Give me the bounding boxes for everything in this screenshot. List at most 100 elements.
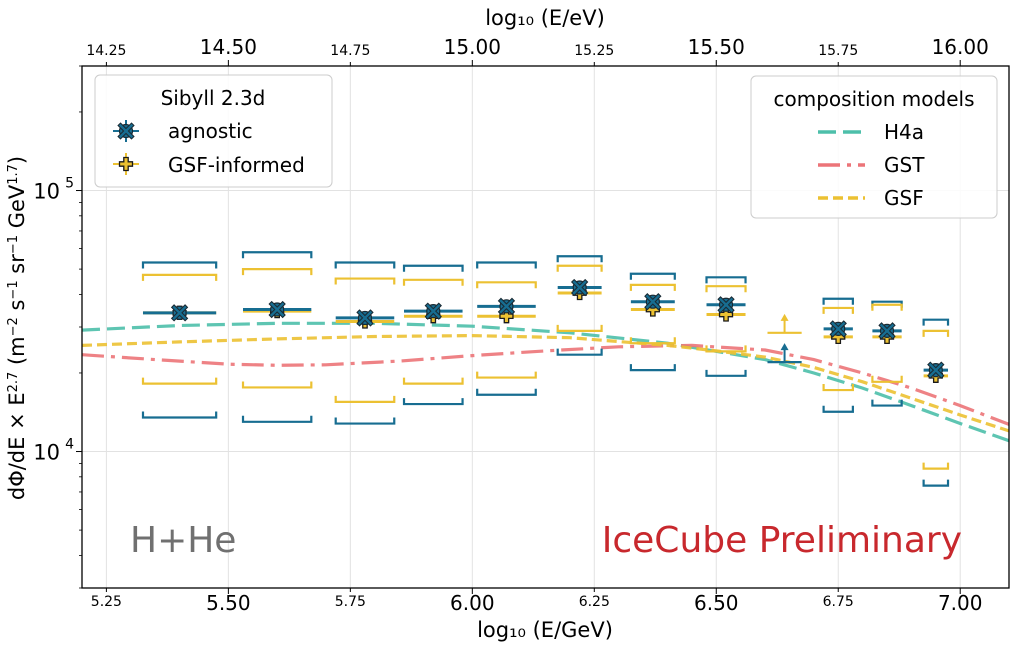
band-lower-bracket xyxy=(141,377,218,385)
y-label-text: (m xyxy=(5,336,29,371)
band-lower-bracket xyxy=(334,417,396,425)
x2-tick-label: 15.50 xyxy=(688,35,745,59)
band-upper-bracket xyxy=(871,303,903,311)
y-tick-exponent: 4 xyxy=(65,437,74,453)
y-label-text: s xyxy=(5,300,29,318)
legend-agnostic-marker xyxy=(113,120,139,142)
x2-tick-label: 15.25 xyxy=(574,43,614,59)
band-lower-bracket xyxy=(871,375,903,383)
legend-agnostic-label: agnostic xyxy=(168,119,253,143)
x2-tick-label: 14.75 xyxy=(330,43,370,59)
y-label-superscript: 1.7 xyxy=(6,164,21,185)
band-upper-bracket xyxy=(476,281,537,289)
bottom-axis-label: log₁₀ (E/GeV) xyxy=(477,618,613,642)
legend-agnostic-cross xyxy=(118,123,134,139)
x2-tick-label: 16.00 xyxy=(932,35,989,59)
axis-ticks: 5.50 6.00 6.50 7.00 5.25 5.75 6.25 6.75 14.50 15.… xyxy=(33,35,989,615)
band-upper-bracket xyxy=(241,267,313,276)
x2-tick-label: 14.25 xyxy=(86,43,126,59)
legend-gsf-informed-label: GSF-informed xyxy=(168,153,305,177)
band-lower-bracket xyxy=(241,381,313,389)
band-lower-bracket xyxy=(705,369,747,377)
x2-tick-label: 15.00 xyxy=(444,35,501,59)
band-lower-bracket xyxy=(556,348,603,356)
legend-gsf-label: GSF xyxy=(884,186,924,210)
agnostic-marker-cross xyxy=(928,362,944,378)
annotation-icecube-preliminary: IceCube Preliminary xyxy=(602,520,962,561)
band-upper-bracket xyxy=(922,318,950,326)
agnostic-marker-cross xyxy=(269,302,285,317)
legend-model-title: Sibyll 2.3d xyxy=(161,86,266,110)
y-label-text: sr xyxy=(5,254,29,281)
legend-h4a-label: H4a xyxy=(884,120,924,144)
x2-tick-label: 14.50 xyxy=(200,35,257,59)
band-lower-bracket xyxy=(476,371,537,379)
agnostic-marker-cross xyxy=(357,310,373,326)
data-points xyxy=(141,251,950,487)
band-lower-bracket xyxy=(556,324,603,332)
y-label-superscript: −1 xyxy=(6,235,21,254)
agnostic-marker-cross xyxy=(572,280,587,295)
x-tick-label: 5.50 xyxy=(206,591,251,615)
y-label-text: GeV xyxy=(5,184,29,235)
x-tick-label: 6.25 xyxy=(579,594,610,610)
y-tick-label: 10 xyxy=(33,441,60,465)
y-label-text: ) xyxy=(5,156,29,164)
band-lower-bracket xyxy=(402,377,464,385)
x-tick-label: 6.00 xyxy=(450,591,495,615)
band-upper-bracket xyxy=(629,283,676,291)
band-upper-bracket xyxy=(922,329,950,337)
x-tick-label: 5.25 xyxy=(91,594,122,610)
x-tick-label: 7.00 xyxy=(938,591,983,615)
y-label-superscript: 2.7 xyxy=(6,372,21,393)
band-lower-bracket xyxy=(822,405,854,413)
band-upper-bracket xyxy=(705,285,747,293)
legend-gsf-informed xyxy=(118,156,134,172)
band-lower-bracket xyxy=(629,364,676,372)
agnostic-marker-cross xyxy=(172,305,187,321)
legend-composition-title: composition models xyxy=(774,87,975,111)
band-upper-bracket xyxy=(402,264,464,272)
model-line-gsf xyxy=(82,333,1009,433)
y-axis-label: dΦ/dE × E2.7 (m−2 s−1 sr−1 GeV1.7) xyxy=(5,156,29,500)
top-axis-label: log₁₀ (E/eV) xyxy=(485,6,605,30)
legend-gst-label: GST xyxy=(884,153,925,177)
upper-limit-arrow xyxy=(780,313,789,321)
band-upper-bracket xyxy=(334,277,396,285)
legend-composition-box xyxy=(750,75,998,219)
agnostic-marker-cross xyxy=(879,323,895,339)
band-upper-bracket xyxy=(629,272,676,280)
y-tick-exponent: 5 xyxy=(65,176,74,192)
band-upper-bracket xyxy=(141,261,218,269)
legend-composition: composition models H4a GST GSF xyxy=(750,75,998,219)
x-tick-label: 6.75 xyxy=(823,594,854,610)
band-lower-bracket xyxy=(402,398,464,406)
legend-model: Sibyll 2.3d agnostic GSF-informed xyxy=(94,74,333,188)
x2-tick-label: 15.75 xyxy=(818,43,858,59)
band-lower-bracket xyxy=(241,415,313,423)
agnostic-marker-cross xyxy=(645,294,661,309)
band-lower-bracket xyxy=(141,411,218,419)
band-lower-bracket xyxy=(871,399,903,407)
band-upper-bracket xyxy=(334,261,396,269)
band-upper-bracket xyxy=(556,264,603,272)
model-line-gst xyxy=(82,343,1009,426)
x-tick-label: 5.75 xyxy=(335,594,366,610)
y-label-text: dΦ/dE × E xyxy=(5,392,29,500)
band-upper-bracket xyxy=(705,276,747,284)
band-upper-bracket xyxy=(402,278,464,286)
y-tick-label: 10 xyxy=(33,180,60,204)
band-lower-bracket xyxy=(922,462,950,470)
band-lower-bracket xyxy=(629,337,676,345)
legend-model-box xyxy=(94,74,333,188)
y-label-superscript: −1 xyxy=(6,280,21,299)
band-lower-bracket xyxy=(822,384,854,392)
band-lower-bracket xyxy=(922,479,950,487)
upper-limit-arrow xyxy=(780,343,789,351)
band-lower-bracket xyxy=(476,388,537,396)
band-lower-bracket xyxy=(705,345,747,353)
band-upper-bracket xyxy=(556,255,603,263)
band-upper-bracket xyxy=(476,261,537,269)
agnostic-marker-cross xyxy=(718,297,734,312)
